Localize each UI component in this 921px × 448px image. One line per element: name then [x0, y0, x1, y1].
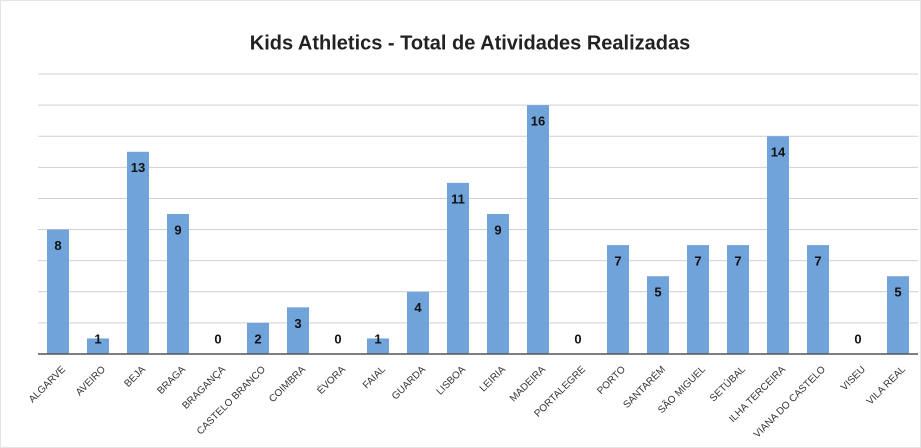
bar [47, 229, 69, 354]
value-label: 9 [494, 222, 501, 237]
value-label: 7 [694, 254, 701, 269]
value-label: 8 [54, 238, 61, 253]
value-label: 16 [531, 114, 545, 129]
bar [527, 105, 549, 354]
bar [87, 338, 109, 354]
value-label: 0 [214, 331, 221, 346]
value-label: 0 [854, 331, 861, 346]
bar [887, 276, 909, 354]
value-label: 7 [814, 254, 821, 269]
value-label: 0 [334, 331, 341, 346]
value-label: 0 [574, 331, 581, 346]
value-label: 14 [771, 145, 786, 160]
value-label: 2 [254, 331, 261, 346]
bar [687, 245, 709, 354]
value-label: 13 [131, 160, 145, 175]
value-label: 7 [734, 254, 741, 269]
value-label: 4 [414, 300, 422, 315]
bar [127, 151, 149, 354]
chart-title: Kids Athletics - Total de Atividades Rea… [250, 32, 690, 54]
bar [247, 322, 269, 354]
bar [367, 338, 389, 354]
bar [807, 245, 829, 354]
bar [407, 291, 429, 354]
bar [727, 245, 749, 354]
value-label: 1 [374, 331, 381, 346]
value-label: 3 [294, 316, 301, 331]
bar [447, 182, 469, 354]
value-label: 11 [451, 191, 465, 206]
value-label: 5 [894, 285, 901, 300]
bar [487, 214, 509, 354]
value-label: 9 [174, 222, 181, 237]
bar [647, 276, 669, 354]
bar [767, 136, 789, 354]
bar [287, 307, 309, 354]
value-label: 1 [94, 331, 101, 346]
bar [167, 214, 189, 354]
value-label: 7 [614, 254, 621, 269]
value-label: 5 [654, 285, 661, 300]
bar [607, 245, 629, 354]
